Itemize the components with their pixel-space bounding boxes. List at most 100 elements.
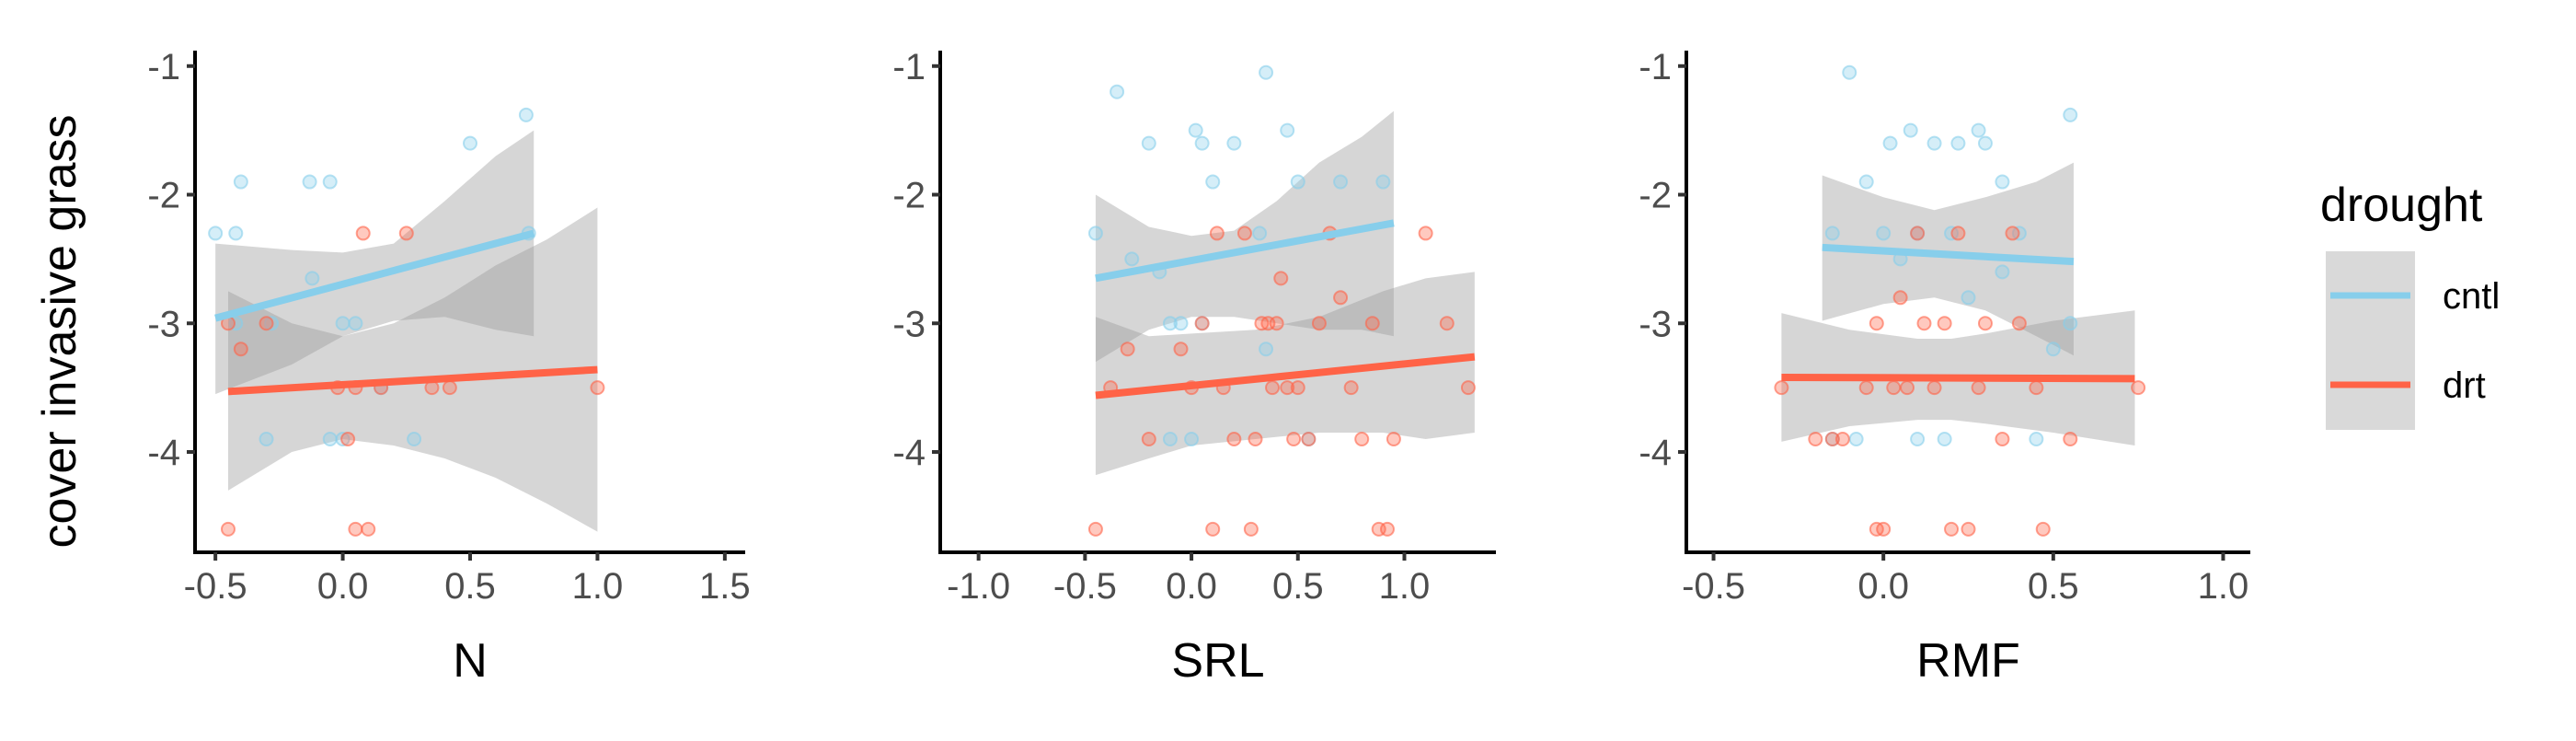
data-point-drt: [1824, 432, 1840, 447]
data-point-cntl: [2063, 107, 2078, 122]
x-tick-label: 0.5: [1272, 566, 1324, 607]
x-axis-title: SRL: [1171, 634, 1264, 688]
x-tick-label: 1.0: [1379, 566, 1431, 607]
x-tick-label: -1.0: [947, 566, 1010, 607]
data-point-cntl: [1950, 135, 1966, 151]
y-tick-label: -2: [147, 176, 180, 216]
data-point-drt: [1333, 290, 1349, 306]
data-point-cntl: [1937, 432, 1952, 447]
y-tick-label: -1: [892, 47, 926, 87]
confidence-ribbon-cntl: [215, 130, 535, 395]
data-point-cntl: [1162, 316, 1178, 331]
data-point-cntl: [1162, 432, 1178, 447]
fit-line-cntl: [1822, 243, 2075, 266]
data-point-drt: [1173, 342, 1189, 357]
data-point-cntl: [305, 271, 320, 286]
data-point-cntl: [1842, 64, 1857, 80]
data-point-cntl: [1205, 174, 1221, 190]
panel-srl: -1 -2 -3 -4 -1.0 -0.5 0.0 0.5 1.0 SRL: [892, 47, 1496, 688]
data-point-cntl: [1876, 226, 1892, 241]
data-point-drt: [1977, 316, 1993, 331]
data-point-drt: [1311, 316, 1327, 331]
data-point-cntl: [1375, 174, 1391, 190]
data-point-cntl: [322, 174, 338, 190]
x-tick-label: 0.0: [317, 566, 369, 607]
data-point-drt: [1226, 432, 1242, 447]
data-point-drt: [2005, 226, 2020, 241]
data-point-drt: [1269, 316, 1284, 331]
data-point-cntl: [228, 226, 244, 241]
data-point-cntl: [1087, 226, 1103, 241]
data-point-drt: [1961, 521, 1976, 537]
data-point-cntl: [348, 316, 363, 331]
data-point-drt: [398, 226, 414, 241]
data-point-drt: [1900, 380, 1915, 396]
y-tick-label: -4: [1639, 433, 1672, 473]
data-point-cntl: [1903, 122, 1918, 138]
data-point-cntl: [233, 174, 248, 190]
x-tick-label: 0.5: [444, 566, 496, 607]
data-point-cntl: [1173, 316, 1189, 331]
data-point-drt: [340, 432, 356, 447]
data-point-drt: [1364, 316, 1380, 331]
y-axis-title: cover invasive grass: [33, 114, 86, 548]
data-point-drt: [1808, 432, 1823, 447]
data-point-drt: [1950, 226, 1966, 241]
data-point-cntl: [1188, 122, 1203, 138]
data-point-drt: [1971, 380, 1986, 396]
x-axis-title: N: [453, 634, 488, 688]
data-point-cntl: [1252, 226, 1268, 241]
data-point-cntl: [1977, 135, 1993, 151]
data-point-cntl: [1858, 174, 1874, 190]
data-point-cntl: [1110, 84, 1125, 99]
data-point-drt: [1876, 521, 1892, 537]
data-point-drt: [1280, 380, 1295, 396]
data-point-cntl: [1995, 264, 2010, 280]
data-point-cntl: [1290, 174, 1305, 190]
data-point-drt: [1892, 290, 1908, 306]
data-point-cntl: [1280, 122, 1295, 138]
data-point-drt: [2131, 380, 2146, 396]
data-point-drt: [355, 226, 371, 241]
y-tick-label: -2: [1639, 176, 1672, 216]
x-tick-label: 0.0: [1857, 566, 1909, 607]
data-point-drt: [1194, 316, 1210, 331]
y-tick-label: -2: [892, 176, 926, 216]
data-point-drt: [1439, 316, 1455, 331]
data-point-drt: [1774, 380, 1789, 396]
data-point-drt: [1869, 316, 1884, 331]
data-point-drt: [1886, 380, 1902, 396]
confidence-ribbon-cntl: [1822, 162, 2074, 356]
x-tick-label: 1.0: [2198, 566, 2249, 607]
data-point-drt: [1301, 432, 1317, 447]
data-point-cntl: [302, 174, 317, 190]
data-point-cntl: [1926, 135, 1942, 151]
fit-line-drt: [227, 365, 598, 396]
data-point-drt: [1120, 342, 1135, 357]
x-tick-label: 0.5: [2028, 566, 2079, 607]
data-point-cntl: [1882, 135, 1898, 151]
data-point-drt: [1386, 432, 1401, 447]
data-point-cntl: [2063, 316, 2078, 331]
x-axis-title: RMF: [1916, 634, 2020, 688]
data-point-cntl: [1226, 135, 1242, 151]
data-point-cntl: [463, 135, 477, 151]
data-point-drt: [2063, 432, 2078, 447]
data-point-cntl: [1333, 174, 1349, 190]
data-point-cntl: [1848, 432, 1864, 447]
data-point-cntl: [335, 316, 351, 331]
data-point-drt: [1343, 380, 1359, 396]
data-point-drt: [1273, 271, 1289, 286]
y-tick-label: -1: [147, 47, 180, 87]
data-point-drt: [1995, 432, 2010, 447]
data-point-cntl: [1824, 226, 1840, 241]
data-point-drt: [1937, 316, 1952, 331]
data-point-drt: [1944, 521, 1960, 537]
data-point-drt: [220, 521, 236, 537]
data-point-drt: [2029, 380, 2044, 396]
data-point-cntl: [1259, 342, 1274, 357]
data-point-cntl: [1995, 174, 2010, 190]
y-tick-label: -3: [892, 304, 926, 344]
confidence-ribbon-cntl: [1095, 110, 1394, 363]
